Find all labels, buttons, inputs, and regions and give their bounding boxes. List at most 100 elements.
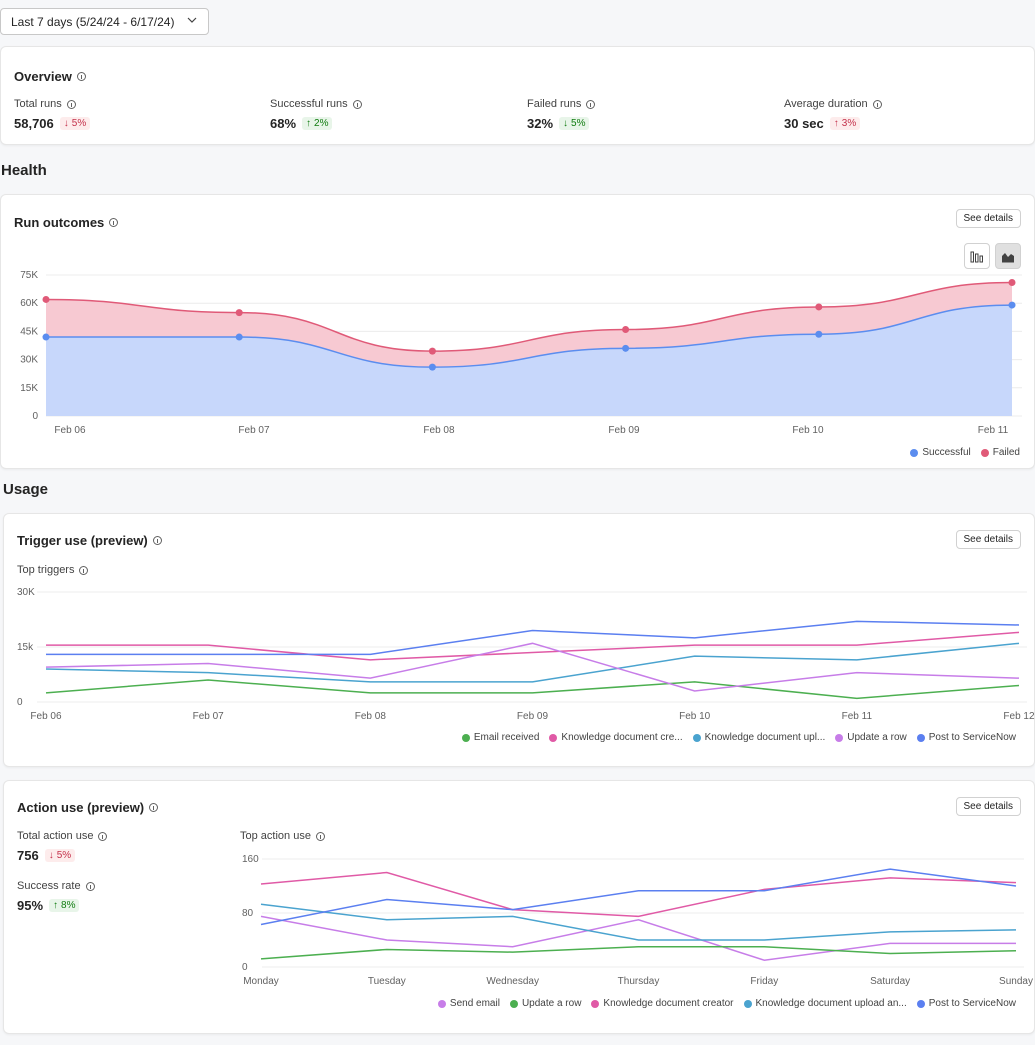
top-action-use-label: Top action use: [240, 830, 325, 842]
info-icon[interactable]: [76, 72, 86, 81]
metric-label: Total runs: [14, 98, 62, 110]
legend-item-knowledge-document-cre[interactable]: Knowledge document cre...: [549, 732, 683, 743]
successful-point: [815, 330, 823, 338]
run-outcomes-card: Run outcomes See details 0 15K 30K 45K 60K 75…: [0, 194, 1035, 469]
legend-dot: [549, 733, 558, 742]
metric-value: 32%: [527, 116, 554, 131]
info-icon[interactable]: [586, 99, 596, 109]
x-tick-label: Feb 08: [423, 425, 455, 436]
series-line-knowledge-document-upload-an: [260, 903, 1017, 941]
legend-label: Successful: [922, 447, 971, 458]
y-tick-label: 30K: [17, 587, 35, 598]
area-chart-toggle-button[interactable]: [995, 243, 1021, 269]
legend-item-successful[interactable]: Successful: [910, 447, 971, 458]
legend-label: Email received: [473, 732, 540, 743]
run-outcomes-see-details-button[interactable]: See details: [955, 209, 1021, 228]
bar-chart-toggle-button[interactable]: [964, 243, 990, 269]
series-line-knowledge-document-cre: [46, 631, 1020, 661]
x-tick-label: Feb 11: [842, 711, 873, 722]
info-icon[interactable]: [872, 99, 882, 109]
x-tick-label: Feb 07: [193, 711, 225, 722]
legend-item-update-a-row[interactable]: Update a row: [509, 998, 582, 1009]
success-rate-value: 95%: [17, 898, 44, 913]
x-tick-label: Sunday: [999, 976, 1033, 987]
trigger-use-see-details-button[interactable]: See details: [955, 530, 1021, 549]
legend-item-knowledge-document-upl[interactable]: Knowledge document upl...: [692, 732, 825, 743]
x-tick-label: Feb 08: [355, 711, 387, 722]
run-outcomes-chart: 0 15K 30K 45K 60K 75K Feb 06 Feb 07 Feb 08 Feb 09…: [20, 270, 1022, 436]
series-line-email-received: [45, 679, 1020, 700]
info-icon[interactable]: [98, 831, 108, 841]
series-line-knowledge-document-upl: [45, 642, 1020, 683]
successful-point: [235, 333, 243, 341]
action-use-see-details-button[interactable]: See details: [955, 797, 1021, 816]
legend-label: Failed: [992, 447, 1020, 458]
legend-dot: [509, 999, 518, 1008]
series-line-update-a-row: [45, 642, 1020, 692]
successful-point: [428, 363, 436, 371]
total-action-use-label: Total action use: [17, 830, 94, 842]
y-tick-label: 0: [17, 697, 23, 708]
legend-item-send-email[interactable]: Send email: [437, 998, 500, 1009]
total-action-use-value: 756: [17, 848, 39, 863]
legend-item-post-to-servicenow[interactable]: Post to ServiceNow: [916, 732, 1016, 743]
info-icon[interactable]: [152, 536, 162, 545]
legend-label: Post to ServiceNow: [928, 998, 1016, 1009]
legend-label: Knowledge document cre...: [561, 732, 683, 743]
legend-item-email-received[interactable]: Email received: [461, 732, 540, 743]
date-range-label: Last 7 days (5/24/24 - 6/17/24): [11, 14, 175, 29]
usage-section-title: Usage: [3, 481, 49, 498]
legend-dot: [591, 999, 600, 1008]
info-icon[interactable]: [79, 565, 89, 575]
overview-title: Overview: [14, 69, 86, 84]
x-tick-label: Feb 07: [238, 425, 270, 436]
overview-metric-total-runs: Total runs 58,706 ↓ 5%: [14, 98, 91, 131]
chevron-down-icon: [187, 17, 197, 23]
success-rate-label: Success rate: [17, 880, 81, 892]
legend-item-failed[interactable]: Failed: [980, 447, 1020, 458]
health-section-title: Health: [1, 162, 47, 179]
x-tick-label: Feb 11: [978, 425, 1009, 436]
info-icon[interactable]: [352, 99, 362, 109]
action-use-card: Action use (preview) See details Total a…: [3, 780, 1035, 1034]
metric-label: Failed runs: [527, 98, 582, 110]
x-tick-label: Feb 10: [679, 711, 711, 722]
info-icon[interactable]: [66, 99, 76, 109]
info-icon[interactable]: [85, 881, 95, 891]
date-range-dropdown[interactable]: Last 7 days (5/24/24 - 6/17/24): [0, 8, 209, 35]
series-line-knowledge-document-creator: [260, 871, 1017, 918]
info-icon[interactable]: [109, 218, 119, 227]
legend-dot: [461, 733, 470, 742]
legend-item-post-to-servicenow[interactable]: Post to ServiceNow: [916, 998, 1016, 1009]
legend-label: Send email: [449, 998, 500, 1009]
metric-value: 68%: [270, 116, 297, 131]
bar-chart-icon: [970, 251, 983, 263]
legend-dot: [743, 999, 752, 1008]
run-outcomes-title: Run outcomes: [14, 215, 119, 230]
legend-item-knowledge-document-upload-an[interactable]: Knowledge document upload an...: [743, 998, 907, 1009]
y-tick-label: 45K: [20, 326, 38, 337]
legend-item-knowledge-document-creator[interactable]: Knowledge document creator: [591, 998, 734, 1009]
arrow-down-icon: ↓: [563, 118, 569, 129]
arrow-up-icon: ↑: [306, 118, 312, 129]
x-tick-label: Feb 09: [517, 711, 549, 722]
x-tick-label: Feb 06: [54, 425, 86, 436]
area-chart-icon: [1002, 253, 1014, 263]
series-line-post-to-servicenow: [46, 620, 1020, 656]
successful-point: [1008, 301, 1016, 309]
x-tick-label: Monday: [243, 976, 279, 987]
successful-point: [42, 333, 50, 341]
top-action-use-legend: Send email Update a row Knowledge document…: [437, 998, 1016, 1009]
success-rate-metric: Success rate 95% ↑ 8%: [17, 880, 95, 913]
legend-item-update-a-row[interactable]: Update a row: [835, 732, 907, 743]
info-icon[interactable]: [315, 831, 325, 841]
legend-dot: [916, 999, 925, 1008]
overview-metric-average-duration: Average duration 30 sec ↑ 3%: [784, 98, 882, 131]
successful-area: [46, 305, 1012, 416]
legend-dot: [910, 448, 919, 457]
legend-label: Update a row: [847, 732, 907, 743]
x-tick-label: Feb 09: [608, 425, 640, 436]
failed-point: [235, 309, 243, 317]
info-icon[interactable]: [149, 803, 159, 812]
legend-label: Update a row: [521, 998, 582, 1009]
